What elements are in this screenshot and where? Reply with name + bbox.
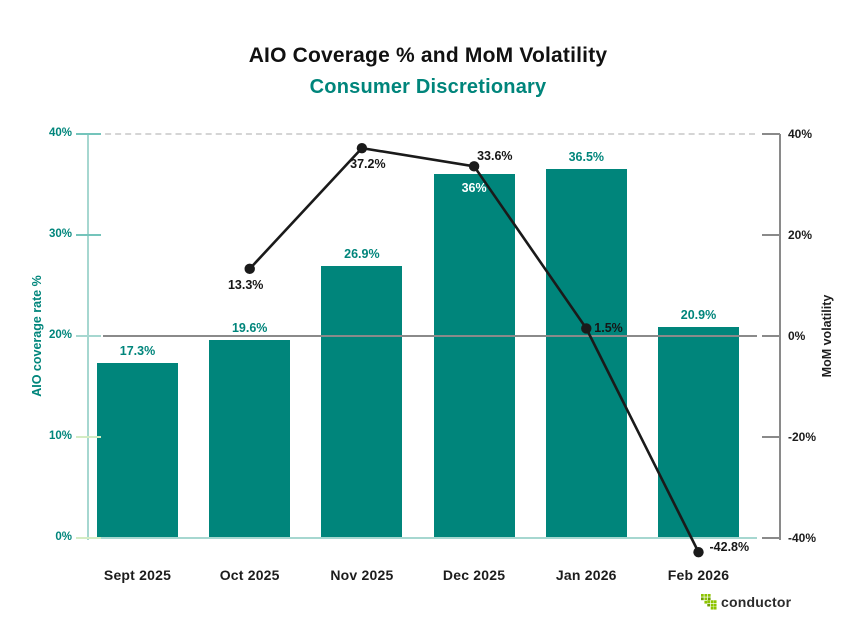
line-value-label: 1.5% [594, 321, 623, 336]
conductor-logo-icon [701, 594, 717, 610]
left-axis-tick [76, 537, 101, 539]
brand-logo: conductor [701, 594, 791, 610]
left-axis-tick-label: 20% [48, 329, 72, 341]
left-axis-tick-label: 40% [48, 127, 72, 139]
left-axis-tick [76, 436, 101, 438]
left-axis-tick-label: 0% [55, 531, 72, 543]
brand-name: conductor [721, 594, 792, 610]
right-axis-line [779, 134, 781, 540]
line-value-label: -42.8% [709, 540, 750, 555]
line-value-label: 33.6% [477, 149, 513, 164]
x-axis-label-sept-2025: Sept 2025 [103, 567, 172, 583]
right-axis-tick-label: 0% [788, 329, 806, 343]
bar-dec-2025 [433, 174, 515, 538]
line-value-label: 13.3% [227, 277, 264, 292]
x-axis-label-feb-2026: Feb 2026 [667, 567, 730, 583]
left-axis-tick [76, 335, 101, 337]
bar-value-label: 26.9% [344, 247, 380, 262]
x-axis-label-oct-2025: Oct 2025 [219, 567, 280, 583]
bar-feb-2026 [658, 326, 739, 538]
left-axis-tick-label: 10% [48, 430, 72, 442]
bar-nov-2025 [321, 266, 403, 538]
bar-value-label: 36% [461, 181, 487, 196]
data-point-marker [356, 142, 368, 154]
gridline-dashed-top [95, 133, 755, 135]
bar-value-label: 20.9% [680, 307, 717, 322]
right-axis-tick-label: 20% [788, 228, 813, 242]
left-axis-tick [76, 234, 101, 236]
chart-subtitle: Consumer Discretionary [309, 76, 547, 98]
x-axis-label-nov-2025: Nov 2025 [330, 567, 394, 583]
data-point-marker [693, 546, 704, 558]
right-axis-tick-label: -40% [788, 531, 817, 545]
right-axis-tick [762, 133, 780, 135]
right-axis-tick [762, 335, 780, 337]
x-axis-baseline [88, 537, 757, 539]
right-axis-tick [762, 537, 780, 539]
right-axis-tick-label: -20% [788, 430, 817, 444]
left-axis-line [87, 134, 89, 540]
right-axis-tick [762, 234, 780, 236]
chart-title: AIO Coverage % and MoM Volatility [248, 44, 608, 67]
left-axis-tick-label: 30% [48, 228, 72, 240]
bar-sept-2025 [97, 363, 178, 538]
bar-value-label: 19.6% [231, 321, 268, 336]
zero-line [103, 335, 757, 337]
data-point-marker [244, 263, 255, 275]
x-axis-label-jan-2026: Jan 2026 [555, 567, 617, 583]
bar-value-label: 17.3% [119, 344, 156, 359]
line-value-label: 37.2% [350, 157, 386, 172]
bar-value-label: 36.5% [568, 150, 605, 165]
bar-oct-2025 [209, 340, 291, 538]
x-axis-label-dec-2025: Dec 2025 [442, 567, 506, 583]
right-axis-tick [762, 436, 780, 438]
left-axis-tick [76, 133, 101, 135]
bar-jan-2026 [545, 169, 627, 538]
right-axis-tick-label: 40% [788, 127, 813, 141]
